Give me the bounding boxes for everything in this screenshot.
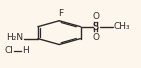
Text: O: O	[92, 33, 99, 42]
Text: F: F	[58, 9, 63, 18]
Text: CH₃: CH₃	[113, 22, 130, 31]
Text: H: H	[22, 46, 29, 55]
Text: S: S	[93, 22, 99, 32]
Text: Cl: Cl	[5, 46, 13, 55]
Text: O: O	[92, 12, 99, 21]
Text: H₂N: H₂N	[6, 33, 23, 42]
